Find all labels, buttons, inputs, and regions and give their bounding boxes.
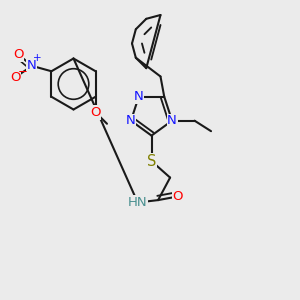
Text: N: N bbox=[167, 114, 177, 127]
Text: S: S bbox=[147, 154, 156, 169]
Text: HN: HN bbox=[128, 196, 148, 209]
Text: O: O bbox=[90, 106, 101, 119]
Text: +: + bbox=[33, 53, 42, 63]
Text: O: O bbox=[10, 71, 21, 84]
Text: O: O bbox=[172, 190, 183, 203]
Text: N: N bbox=[126, 114, 136, 127]
Text: N: N bbox=[134, 90, 144, 103]
Text: −: − bbox=[18, 65, 28, 78]
Text: N: N bbox=[27, 59, 37, 72]
Text: O: O bbox=[13, 48, 24, 61]
